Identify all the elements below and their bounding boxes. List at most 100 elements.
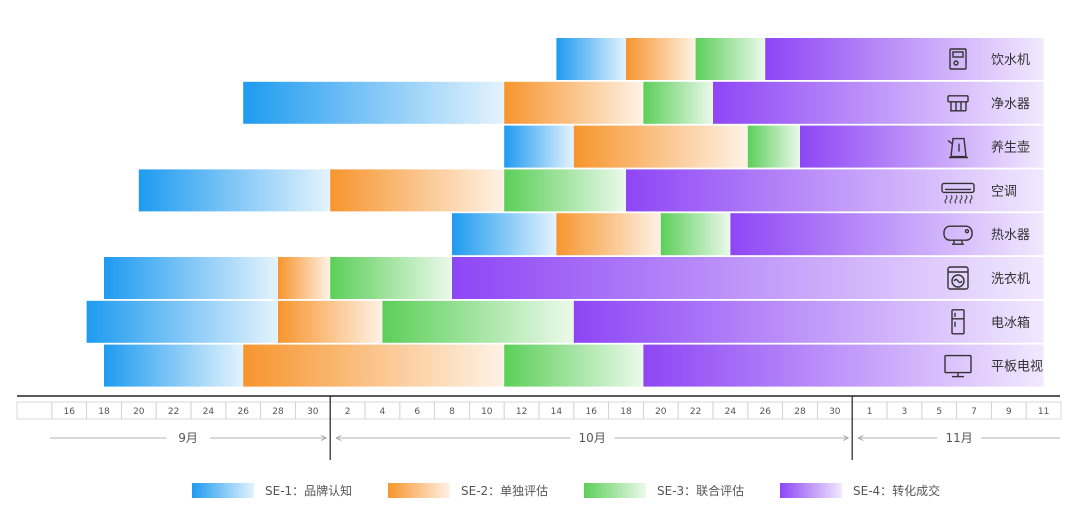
bar-se-1-row-5 (104, 257, 278, 299)
category-label: 空调 (991, 184, 1017, 199)
category-label: 热水器 (991, 228, 1030, 243)
bar-se-2-row-0 (626, 38, 696, 80)
tick-label: 28 (272, 407, 284, 417)
water-heater-icon (943, 225, 973, 245)
month-label: 11月 (945, 431, 972, 445)
arrow-left-icon (335, 435, 342, 441)
month-label: 10月 (579, 431, 606, 445)
bar-se-4-row-1 (713, 81, 1044, 124)
bar-se-3-row-3 (504, 169, 626, 212)
tick-label: 6 (414, 407, 420, 417)
legend-label: SE-4：转化成交 (853, 483, 940, 498)
bar-se-3-row-2 (747, 125, 800, 168)
bar-se-1-row-3 (138, 169, 331, 212)
tick-label: 11 (1038, 407, 1049, 417)
bar-se-1-row-1 (243, 81, 505, 124)
tick-label: 2 (345, 407, 351, 417)
legend-item-se-2: SE-2：单独评估 (388, 483, 548, 498)
category-label: 电冰箱 (991, 315, 1030, 331)
tick-label: 5 (936, 407, 942, 417)
tick-label: 9 (1006, 407, 1012, 417)
bar-se-1-row-2 (504, 125, 574, 168)
bar-se-4-row-5 (452, 257, 1044, 299)
water-dispenser-icon (949, 48, 967, 70)
washing-machine-icon (947, 266, 969, 290)
legend: SE-1：品牌认知 SE-2：单独评估 SE-3：联合评估 SE-4：转化成交 (192, 483, 940, 498)
tick-label: 22 (168, 407, 179, 417)
tick-label: 26 (759, 407, 771, 417)
category-label: 养生壶 (991, 140, 1030, 156)
bar-se-1-row-6 (86, 300, 278, 343)
legend-swatch (388, 483, 450, 498)
air-conditioner-icon (941, 182, 975, 204)
bar-se-4-row-3 (626, 169, 1044, 212)
water-purifier-icon (947, 95, 969, 112)
tick-label: 24 (725, 407, 737, 417)
tick-label: 12 (516, 407, 527, 417)
legend-item-se-1: SE-1：品牌认知 (192, 483, 352, 498)
bar-se-1-row-0 (556, 38, 626, 80)
tick-label: 18 (98, 407, 110, 417)
legend-item-se-3: SE-3：联合评估 (584, 483, 744, 498)
legend-label: SE-2：单独评估 (461, 484, 548, 498)
kettle-icon (947, 137, 968, 159)
bar-se-4-row-0 (765, 38, 1044, 80)
tick-label: 4 (380, 407, 386, 417)
tick-label: 30 (829, 407, 841, 417)
tick-label: 10 (481, 407, 493, 417)
icons-group (941, 48, 975, 378)
category-label: 洗衣机 (991, 271, 1030, 287)
tick-label: 7 (971, 407, 977, 417)
tick-label: 8 (449, 407, 455, 417)
bar-se-3-row-1 (643, 81, 713, 124)
tick-label: 22 (690, 407, 701, 417)
tick-label: 14 (551, 407, 563, 417)
legend-swatch (584, 483, 646, 498)
bar-se-3-row-6 (382, 300, 574, 343)
bar-se-3-row-5 (330, 257, 452, 299)
bar-se-3-row-7 (504, 344, 644, 387)
tick-label: 24 (203, 407, 215, 417)
legend-swatch (192, 483, 254, 498)
tick-cell (1025, 401, 1062, 420)
refrigerator-icon (951, 309, 965, 335)
category-label: 饮水机 (991, 53, 1030, 68)
tick-label: 20 (655, 407, 667, 417)
bar-se-3-row-4 (660, 213, 731, 256)
tv-icon (944, 354, 972, 378)
tick-label: 1 (867, 407, 873, 417)
bar-se-1-row-7 (104, 344, 244, 387)
tick-label: 20 (133, 407, 145, 417)
bar-se-2-row-4 (556, 213, 661, 256)
month-label: 9月 (178, 431, 198, 445)
bar-se-3-row-0 (695, 38, 766, 80)
tick-cell (16, 401, 53, 420)
tick-label: 18 (620, 407, 632, 417)
bars-group (86, 38, 1044, 387)
legend-label: SE-3：联合评估 (657, 483, 744, 498)
time-axis: 16 18 20 22 24 26 28 30 2 4 6 8 10 12 14 16 18 20 22 24 26 28… (16, 395, 1062, 460)
bar-se-2-row-3 (330, 169, 505, 212)
tick-label: 16 (585, 407, 597, 417)
bar-se-2-row-1 (504, 81, 644, 124)
legend-item-se-4: SE-4：转化成交 (780, 483, 940, 498)
legend-label: SE-1：品牌认知 (265, 484, 352, 498)
arrow-right-icon (843, 435, 850, 441)
tick-label: 26 (237, 407, 249, 417)
tick-label: 28 (794, 407, 806, 417)
arrow-right-icon (321, 435, 328, 441)
bar-se-2-row-7 (243, 344, 505, 387)
category-label: 净水器 (991, 97, 1030, 112)
bar-se-2-row-2 (573, 125, 748, 168)
tick-label: 30 (307, 407, 319, 417)
bar-se-2-row-5 (278, 257, 331, 299)
tick-label: 3 (902, 407, 908, 417)
legend-swatch (780, 483, 842, 498)
bar-se-4-row-6 (573, 300, 1044, 343)
tick-label: 16 (63, 407, 75, 417)
bar-se-4-row-4 (730, 213, 1044, 256)
bar-se-4-row-2 (800, 125, 1044, 168)
arrow-left-icon (857, 435, 864, 441)
